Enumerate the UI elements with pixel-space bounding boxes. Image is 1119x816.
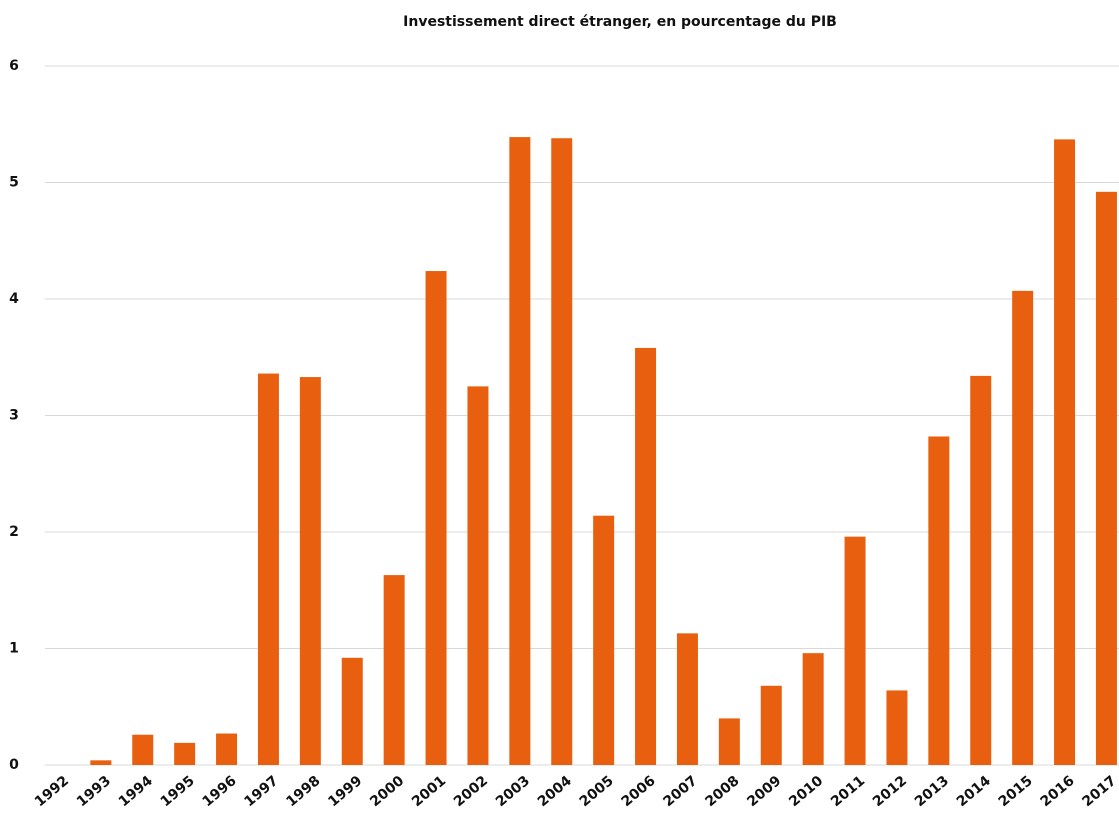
x-tick-label: 1992: [32, 773, 72, 810]
bar: [1054, 139, 1076, 765]
x-tick-label: 2005: [577, 773, 617, 810]
x-tick-label: 2004: [535, 773, 575, 810]
bar: [174, 742, 196, 765]
bar: [1095, 191, 1117, 765]
bar: [593, 515, 615, 765]
bar: [928, 436, 950, 765]
x-tick-label: 2010: [786, 773, 826, 810]
bar: [467, 386, 489, 765]
bar: [886, 690, 908, 765]
chart-title: Investissement direct étranger, en pourc…: [403, 14, 837, 30]
x-tick-label: 2014: [954, 773, 994, 810]
bar: [760, 685, 782, 765]
y-tick-label: 6: [9, 58, 19, 74]
x-tick-label: 2002: [451, 773, 491, 810]
x-tick-label: 2012: [870, 773, 910, 810]
x-tick-label: 1994: [116, 773, 156, 810]
x-tick-label: 2006: [619, 773, 659, 810]
bar: [216, 733, 238, 765]
bar: [635, 347, 657, 765]
bar: [383, 575, 405, 765]
x-tick-label: 2013: [912, 773, 952, 810]
x-tick-label: 2008: [702, 773, 742, 810]
x-tick-label: 1998: [283, 773, 323, 810]
bar: [551, 138, 573, 766]
bar: [844, 536, 866, 765]
bar: [1012, 290, 1034, 765]
x-tick-label: 1997: [241, 773, 281, 810]
x-tick-label: 2011: [828, 773, 868, 810]
y-tick-label: 3: [9, 408, 19, 424]
bar: [341, 657, 363, 765]
x-tick-label: 2001: [409, 773, 449, 810]
y-tick-label: 4: [9, 291, 19, 307]
x-tick-label: 1993: [74, 773, 114, 810]
x-tick-label: 2009: [744, 773, 784, 810]
bar: [970, 375, 992, 765]
bar: [299, 377, 321, 765]
bar: [718, 718, 740, 765]
x-tick-label: 1999: [325, 773, 365, 810]
x-tick-label: 2015: [996, 773, 1036, 810]
x-tick-label: 2000: [367, 773, 407, 810]
x-tick-label: 2016: [1038, 773, 1078, 810]
y-tick-label: 0: [9, 757, 19, 773]
bar: [90, 760, 112, 765]
x-tick-label: 1996: [200, 773, 240, 810]
y-tick-label: 5: [9, 175, 19, 191]
bar: [425, 271, 447, 765]
bar: [802, 653, 824, 765]
x-tick-label: 2007: [660, 773, 700, 810]
y-tick-label: 2: [9, 524, 19, 540]
bar: [257, 373, 279, 765]
bar: [132, 734, 154, 765]
bar: [509, 137, 531, 765]
x-tick-label: 2017: [1079, 773, 1119, 810]
bar: [676, 633, 698, 765]
y-tick-label: 1: [9, 641, 19, 657]
x-tick-label: 1995: [158, 773, 198, 810]
x-tick-label: 2003: [493, 773, 533, 810]
